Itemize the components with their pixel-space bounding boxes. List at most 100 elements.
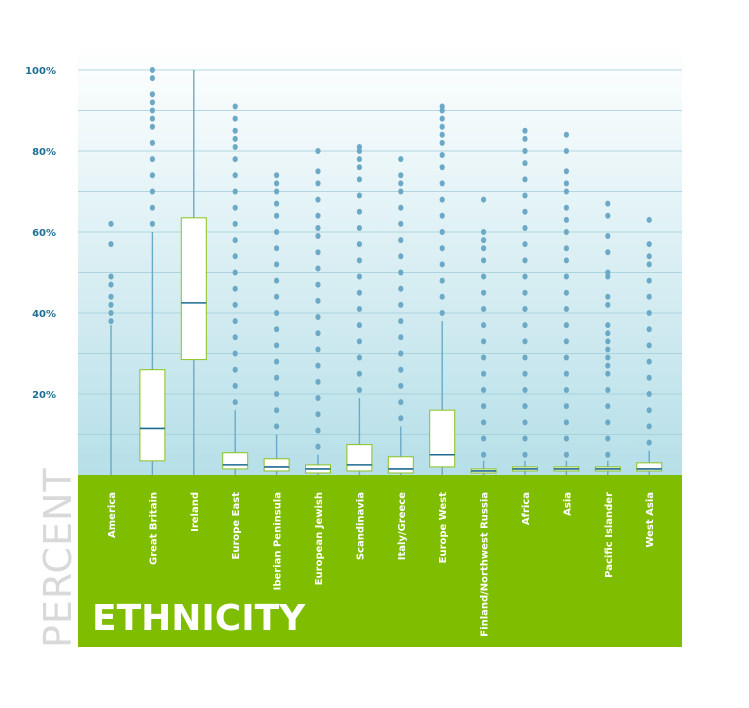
- outlier-point: [398, 220, 404, 227]
- iqr-box: [139, 369, 166, 462]
- outlier-point: [563, 305, 570, 312]
- outlier-point: [398, 350, 404, 357]
- outlier-point: [439, 245, 445, 252]
- outlier-point: [315, 395, 321, 402]
- box-series: [108, 67, 663, 475]
- box-6: [305, 148, 331, 475]
- outlier-point: [646, 358, 652, 365]
- iqr-box: [636, 462, 663, 472]
- outlier-point: [274, 229, 280, 235]
- outlier-point: [149, 139, 155, 146]
- outlier-point: [563, 338, 570, 345]
- outlier-point: [563, 148, 570, 154]
- box-7: [346, 143, 373, 475]
- category-label: Ireland: [190, 492, 201, 532]
- outlier-point: [522, 176, 528, 183]
- outlier-point: [563, 435, 570, 442]
- outlier-point: [398, 188, 404, 195]
- outlier-point: [398, 334, 404, 341]
- outlier-point: [232, 366, 238, 373]
- outlier-point: [356, 305, 362, 312]
- y-tick-label: 80%: [32, 147, 56, 158]
- box-3: [180, 70, 207, 475]
- outlier-point: [149, 67, 155, 73]
- outlier-point: [356, 156, 362, 163]
- category-label: Scandinavia: [355, 492, 366, 560]
- category-label: Asia: [562, 492, 573, 516]
- outlier-point: [398, 301, 404, 308]
- outlier-point: [646, 310, 652, 316]
- outlier-point: [232, 188, 238, 195]
- outlier-point: [232, 115, 238, 122]
- outlier-point: [522, 322, 528, 329]
- outlier-point: [274, 212, 280, 219]
- outlier-point: [646, 423, 652, 430]
- outlier-point: [274, 245, 280, 252]
- outlier-point: [563, 354, 570, 361]
- outlier-point: [605, 435, 611, 442]
- outlier-point: [563, 289, 570, 296]
- box-9: [429, 103, 456, 475]
- outlier-point: [439, 277, 445, 284]
- outlier-point: [439, 164, 445, 171]
- outlier-point: [481, 338, 487, 345]
- outlier-point: [356, 273, 362, 280]
- outlier-point: [522, 435, 528, 442]
- outlier-point: [315, 427, 321, 434]
- outlier-point: [149, 115, 155, 122]
- box-11: [512, 127, 538, 475]
- outlier-point: [232, 204, 238, 211]
- outlier-point: [646, 293, 652, 300]
- outlier-point: [356, 192, 362, 199]
- outlier-point: [563, 131, 570, 138]
- y-tick-label: 20%: [32, 390, 56, 401]
- outlier-point: [232, 318, 238, 325]
- outlier-point: [232, 156, 238, 163]
- outlier-point: [356, 257, 362, 264]
- outlier-point: [315, 180, 321, 187]
- outlier-point: [481, 245, 487, 252]
- outlier-point: [108, 318, 114, 325]
- outlier-point: [356, 224, 362, 231]
- outlier-point: [605, 212, 611, 219]
- outlier-point: [563, 188, 570, 195]
- outlier-point: [522, 419, 528, 426]
- outlier-point: [149, 156, 155, 163]
- box-13: [594, 200, 621, 475]
- outlier-point: [232, 382, 238, 389]
- outlier-point: [274, 261, 280, 268]
- outlier-point: [356, 338, 362, 345]
- outlier-point: [315, 378, 321, 385]
- y-axis-ticks: 20% 40% 60% 80% 100%: [25, 66, 56, 401]
- outlier-point: [646, 216, 652, 223]
- outlier-point: [481, 370, 487, 377]
- outlier-point: [605, 322, 611, 329]
- box-4: [222, 103, 249, 475]
- outlier-point: [563, 386, 570, 393]
- outlier-point: [439, 115, 445, 122]
- outlier-point: [232, 103, 238, 110]
- iqr-box: [263, 458, 290, 472]
- outlier-point: [563, 419, 570, 426]
- outlier-point: [149, 75, 155, 82]
- outlier-point: [398, 318, 404, 325]
- outlier-point: [646, 277, 652, 284]
- box-8: [387, 156, 414, 475]
- outlier-point: [356, 164, 362, 171]
- outlier-point: [108, 281, 114, 288]
- outlier-point: [274, 172, 280, 179]
- outlier-point: [481, 354, 487, 361]
- outlier-point: [439, 152, 445, 159]
- outlier-point: [605, 403, 611, 410]
- outlier-point: [315, 265, 321, 272]
- outlier-point: [439, 131, 445, 138]
- outlier-point: [481, 435, 487, 442]
- outlier-point: [439, 229, 445, 235]
- outlier-point: [522, 289, 528, 296]
- outlier-point: [108, 220, 114, 227]
- outlier-point: [108, 293, 114, 300]
- outlier-point: [646, 253, 652, 260]
- outlier-point: [274, 188, 280, 195]
- outlier-point: [522, 386, 528, 393]
